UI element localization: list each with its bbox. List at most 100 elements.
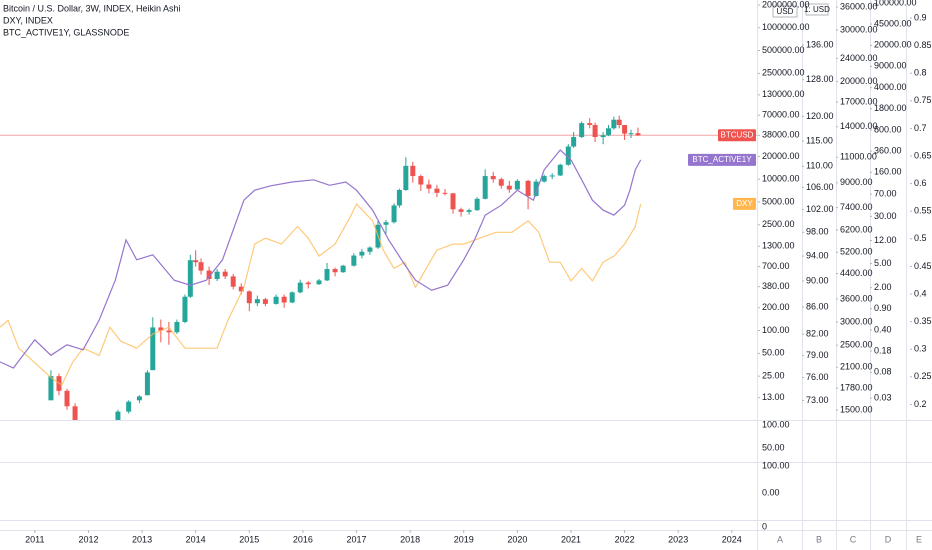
candle-body [150,327,156,371]
candle-body [281,296,287,303]
candle-body [514,180,520,190]
candle-body [418,176,424,185]
y-tick-label: 0.45 [914,261,932,271]
candle-body [367,247,373,252]
y-tick-label: 86.00 [806,301,829,311]
y-tick-label: 50.00 [762,348,785,358]
x-tick-label: 2019 [454,534,474,544]
y-tick-label: 2000000.00 [762,0,810,9]
candle-body [332,269,338,273]
candle-body [635,133,641,136]
x-tick-label: 2016 [293,534,313,544]
candle-body [442,192,448,194]
candle-body [230,276,236,287]
y-tick-label: 500000.00 [762,45,805,55]
candle-body [214,271,220,280]
candle-body [450,193,456,210]
y-tick-label: 12.00 [874,235,897,245]
candle-body [289,292,295,303]
candle-body [222,271,228,277]
candle-body [64,390,70,407]
candle-body [482,176,488,199]
candle-body [498,179,504,186]
currency-label: 1: USD [804,5,830,14]
y-tick-label: 100000.00 [874,0,917,7]
currency-label: USD [777,7,794,16]
y-tick-label: 9000.00 [840,177,873,187]
y-tick-label: 136.00 [806,40,834,50]
y-tick-label: 0.3 [914,344,927,354]
candle-body [136,396,142,401]
candle-body [359,251,365,256]
y-tick-label: 5200.00 [840,247,873,257]
y-tick-label: 4400.00 [840,268,873,278]
candle-body [206,270,212,280]
y-tick-label: 5000.00 [762,196,795,206]
y-tick-label: 2500.00 [762,219,795,229]
legend-title: Bitcoin / U.S. Dollar, 3W, INDEX, Heikin… [3,3,181,13]
pane-tick-label: 0.00 [762,487,780,497]
x-tick-label: 2023 [668,534,688,544]
candle-body [396,189,402,206]
x-tick-label: 2021 [561,534,581,544]
candle-body [565,146,571,165]
pane-tick-label: 50.00 [762,442,785,452]
y-tick-label: 20000.00 [840,76,878,86]
candle-body [458,209,464,212]
y-tick-label: 90.00 [806,275,829,285]
y-tick-label: 0.2 [914,399,927,409]
candle-body [297,282,303,293]
y-tick-label: 250000.00 [762,68,805,78]
y-tick-label: 20000.00 [762,151,800,161]
candle-body [611,119,617,129]
candle-body [541,176,547,182]
candle-body [254,299,260,304]
y-tick-label: 1800.00 [874,103,907,113]
candle-body [193,260,199,263]
pane-tick-label: 100.00 [762,419,790,429]
y-tick-label: 76.00 [806,372,829,382]
y-tick-label: 45000.00 [874,18,912,28]
candle-body [533,181,539,196]
y-tick-label: 20000.00 [874,40,912,50]
y-tick-label: 79.00 [806,350,829,360]
candle-body [600,135,606,138]
currency-box [805,3,829,16]
y-tick-label: 102.00 [806,204,834,214]
candle-body [571,137,577,147]
candle-body [587,123,593,125]
y-tick-label: 10000.00 [762,174,800,184]
candle-body [340,265,346,273]
plot-area [0,115,757,420]
y-tick-label: 5.00 [874,258,892,268]
y-tick-label: 38000.00 [762,130,800,140]
x-tick-label: 2018 [400,534,420,544]
y-tick-label: 0.5 [914,233,927,243]
candle-body [525,180,531,196]
y-tick-label: 4000.00 [874,82,907,92]
series-tag-label: DXY [736,199,753,208]
x-tick-label: 2012 [78,534,98,544]
y-tick-label: 82.00 [806,328,829,338]
y-tick-label: 9000.00 [874,61,907,71]
y-tick-label: 0.9 [914,12,927,22]
y-tick-label: 0.03 [874,393,892,403]
y-tick-label: 0.65 [914,150,932,160]
y-tick-label: 17000.00 [840,97,878,107]
y-tick-label: 130000.00 [762,89,805,99]
y-tick-label: 2100.00 [840,362,873,372]
axis-letter: B [816,534,822,544]
axis-letter: A [777,534,783,544]
candle-body [616,119,622,125]
axis-letter: E [916,534,922,544]
candle-body [403,165,409,190]
y-tick-label: 94.00 [806,250,829,260]
y-tick-label: 0.4 [914,288,927,298]
candle-body [391,205,397,223]
candle-body [490,176,496,180]
y-tick-label: 73.00 [806,395,829,405]
candle-body [434,188,440,193]
candle-body [198,262,204,271]
candle-body [410,165,416,177]
